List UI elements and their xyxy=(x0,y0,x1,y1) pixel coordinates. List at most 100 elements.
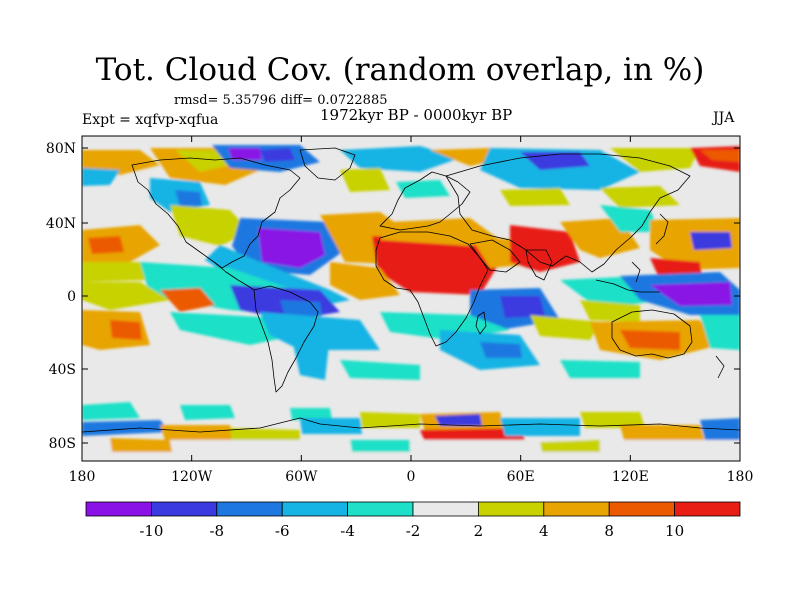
colorbar-label: -6 xyxy=(275,522,290,540)
anomaly-patch xyxy=(290,330,330,380)
x-tick-label: 120W xyxy=(171,469,213,485)
anomaly-patch xyxy=(350,440,410,452)
colorbar-label: -4 xyxy=(340,522,355,540)
anomaly-patch xyxy=(340,168,390,192)
colorbar-swatch xyxy=(412,501,479,517)
colorbar-swatch xyxy=(674,501,741,517)
anomaly-patch xyxy=(82,282,170,310)
anomaly-patch xyxy=(480,342,522,358)
anomaly-patch xyxy=(180,405,235,420)
anomaly-patch xyxy=(110,320,142,340)
colorbar-label: -8 xyxy=(209,522,224,540)
coastline-japan xyxy=(655,213,669,245)
coastline-philippines xyxy=(631,261,641,283)
colorbar-swatch xyxy=(150,501,218,517)
colorbar-label: 10 xyxy=(665,522,684,540)
anomaly-patch xyxy=(500,296,545,318)
anomaly-patch xyxy=(88,236,124,254)
anomaly-patch xyxy=(540,440,600,452)
colorbar-swatch xyxy=(85,501,152,517)
anomaly-patch xyxy=(260,148,295,162)
colorbar-swatch xyxy=(543,501,610,517)
anomaly-patch xyxy=(620,425,705,444)
anomaly-patch xyxy=(530,315,600,340)
anomaly-patch xyxy=(372,236,500,295)
anomaly-patch xyxy=(300,418,362,434)
anomaly-patch xyxy=(340,360,420,380)
coastline-africa xyxy=(375,231,489,347)
anomaly-patch xyxy=(396,180,450,198)
anomaly-patch xyxy=(160,288,215,312)
colorbar-swatch xyxy=(347,501,414,517)
anomaly-patch xyxy=(650,282,732,306)
y-tick-label: 80N xyxy=(46,141,76,157)
period-label: 1972kyr BP - 0000kyr BP xyxy=(320,106,513,124)
coastline-north-america xyxy=(131,157,301,269)
colorbar-swatch xyxy=(281,501,349,517)
anomaly-patch xyxy=(82,402,140,420)
x-tick-label: 120E xyxy=(612,469,649,485)
anomaly-patch xyxy=(600,205,660,232)
anomaly-patch xyxy=(380,218,500,246)
colorbar-label: 4 xyxy=(539,522,549,540)
anomaly-patch xyxy=(435,414,482,426)
y-tick-label: 40N xyxy=(46,216,76,232)
anomaly-patch xyxy=(82,420,170,436)
x-tick-label: 0 xyxy=(407,469,416,485)
colorbar-label: 2 xyxy=(474,522,484,540)
anomaly-patch xyxy=(175,150,230,172)
coastline-south-america xyxy=(253,285,319,393)
anomaly-patch xyxy=(82,150,160,175)
anomaly-patch xyxy=(290,408,332,420)
coastline-antarctica xyxy=(82,417,740,433)
anomaly-patch xyxy=(620,330,680,350)
anomaly-patch xyxy=(600,186,680,208)
coastline-arabia xyxy=(469,239,521,273)
anomaly-patch xyxy=(500,188,570,206)
anomaly-patch xyxy=(82,168,120,186)
coastline-greenland xyxy=(299,147,356,181)
anomaly-patch xyxy=(170,205,250,246)
anomaly-patch xyxy=(260,312,380,350)
experiment-label: Expt = xqfvp-xqfua xyxy=(82,112,219,128)
coastline-europe xyxy=(379,171,471,231)
plot-title: Tot. Cloud Cov. (random overlap, in %) xyxy=(95,52,705,88)
colorbar-label: -2 xyxy=(406,522,421,540)
coastlines xyxy=(82,147,740,433)
anomaly-patch xyxy=(340,146,460,172)
anomaly-patch xyxy=(480,148,640,190)
coastline-central-america xyxy=(213,261,255,291)
coastline-asia xyxy=(445,153,691,273)
anomaly-patch xyxy=(228,148,262,160)
axis-ticks: 80N 40N 0 40S 80S 180 120W 60W 0 60E 120E 180 xyxy=(46,136,753,485)
anomaly-patch xyxy=(82,262,150,282)
x-tick-label: 180 xyxy=(727,469,754,485)
colorbar-swatch xyxy=(477,501,545,517)
x-tick-label: 60W xyxy=(285,469,318,485)
anomaly-patch xyxy=(330,262,400,300)
anomaly-patch xyxy=(110,438,172,452)
anomaly-field xyxy=(82,145,740,461)
coastline-australia xyxy=(611,309,693,359)
anomaly-patch xyxy=(258,228,325,268)
anomaly-patch xyxy=(420,428,525,442)
colorbar-label: -10 xyxy=(139,522,163,540)
colorbar: -10 -8 -6 -4 -2 2 4 8 10 xyxy=(85,501,741,540)
anomaly-patch xyxy=(610,148,700,172)
anomaly-patch xyxy=(580,412,645,428)
anomaly-patch xyxy=(500,418,580,436)
coastline-indonesia xyxy=(595,279,660,293)
anomaly-patch xyxy=(690,232,732,250)
anomaly-patch xyxy=(280,300,322,316)
coastline-india xyxy=(525,249,553,281)
x-tick-label: 60E xyxy=(507,469,535,485)
stats-text: rmsd= 5.35796 diff= 0.0722885 xyxy=(174,93,388,108)
coastline-madagascar xyxy=(475,311,487,335)
anomaly-patch xyxy=(560,360,640,378)
coastline-new-zealand xyxy=(715,355,725,379)
map-panel xyxy=(82,136,740,461)
anomaly-patch xyxy=(700,315,740,350)
anomaly-patch xyxy=(700,150,740,162)
anomaly-patch xyxy=(580,300,640,322)
